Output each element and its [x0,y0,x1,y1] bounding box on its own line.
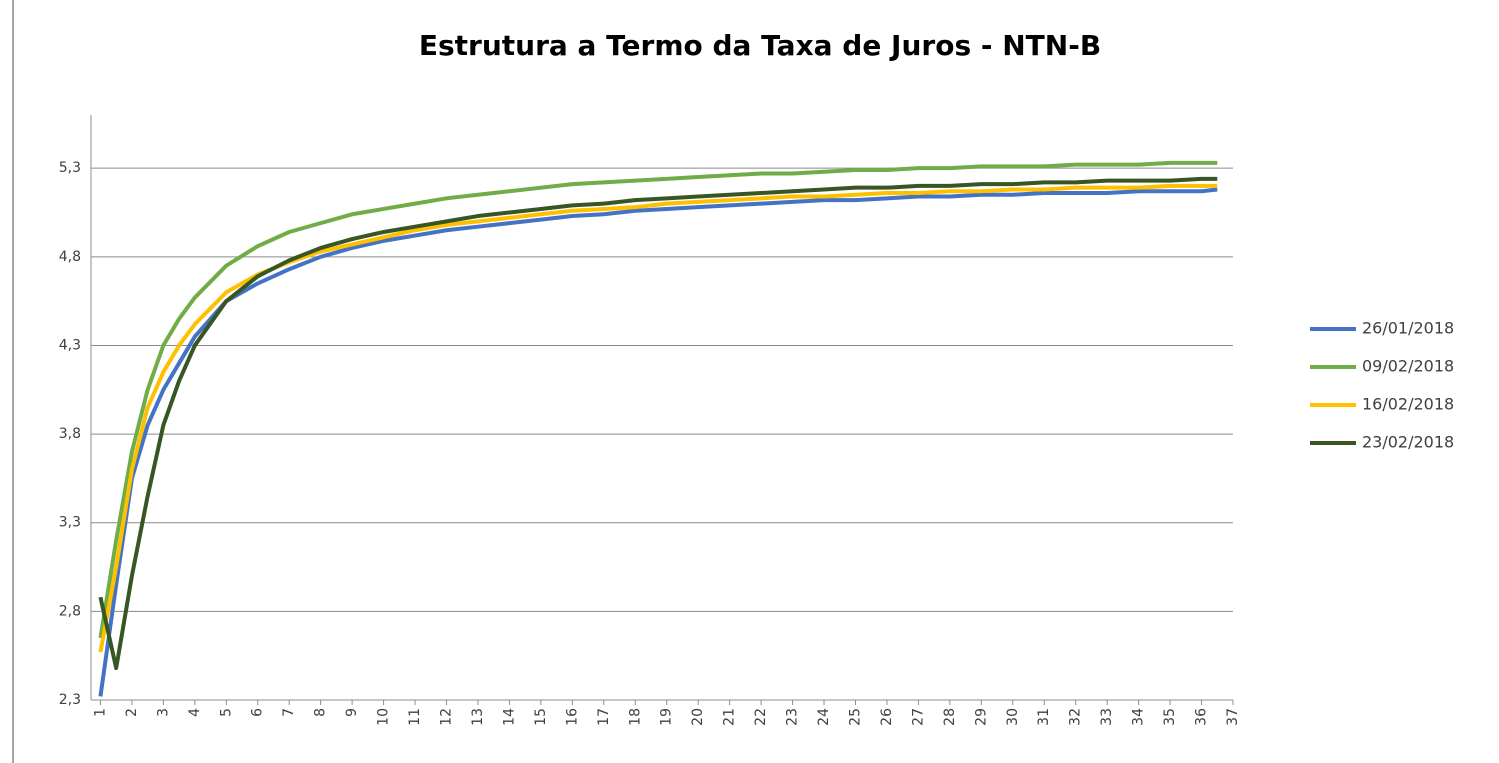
series-line [98,160,1218,639]
x-tick-label: 10 [376,708,392,726]
x-tick-label: 17 [596,708,612,726]
x-tick-label: 26 [879,708,895,726]
x-tick-label: 6 [250,708,266,717]
x-tick-label: 37 [1225,708,1241,726]
series-line [98,183,1218,653]
x-tick-label: 30 [1005,708,1021,726]
x-tick-label: 35 [1162,708,1178,726]
x-tick-label: 24 [816,708,832,726]
y-tick-label: 2,8 [59,603,81,619]
y-tick-label: 3,3 [59,515,81,531]
y-tick-label: 4,3 [59,337,81,353]
x-tick-label: 1 [92,708,108,717]
x-tick-label: 14 [501,708,517,726]
y-tick-label: 2,3 [59,692,81,708]
x-tick-label: 31 [1036,708,1052,726]
x-tick-label: 33 [1099,708,1115,726]
legend-label: 16/02/2018 [1362,395,1454,414]
x-tick-label: 15 [533,708,549,726]
x-tick-label: 2 [124,708,140,717]
x-tick-label: 13 [470,708,486,726]
y-tick-label: 4,8 [59,249,81,265]
x-tick-label: 28 [942,708,958,726]
x-tick-label: 8 [313,708,329,717]
legend-label: 26/01/2018 [1362,319,1454,338]
x-tick-label: 11 [407,708,423,726]
x-tick-label: 29 [973,708,989,726]
x-tick-label: 22 [753,708,769,726]
x-tick-label: 20 [690,708,706,726]
x-tick-label: 21 [722,708,738,726]
x-tick-label: 34 [1131,708,1147,726]
x-tick-label: 7 [281,708,297,717]
y-tick-label: 5,3 [59,160,81,176]
series-line [98,187,1218,697]
x-tick-label: 4 [187,708,203,717]
chart-title: Estrutura a Termo da Taxa de Juros - NTN… [419,29,1101,62]
x-tick-label: 25 [847,708,863,726]
x-tick-label: 32 [1068,708,1084,726]
series-line [98,176,1218,671]
x-tick-label: 3 [155,708,171,717]
x-tick-label: 5 [218,708,234,717]
x-tick-label: 12 [438,708,454,726]
x-tick-label: 9 [344,708,360,717]
x-tick-label: 16 [564,708,580,726]
x-tick-label: 27 [910,708,926,726]
x-tick-label: 23 [785,708,801,726]
y-tick-label: 3,8 [59,426,81,442]
legend-label: 09/02/2018 [1362,357,1454,376]
x-tick-label: 18 [627,708,643,726]
legend-label: 23/02/2018 [1362,433,1454,452]
x-tick-label: 36 [1194,708,1210,726]
x-tick-label: 19 [659,708,675,726]
